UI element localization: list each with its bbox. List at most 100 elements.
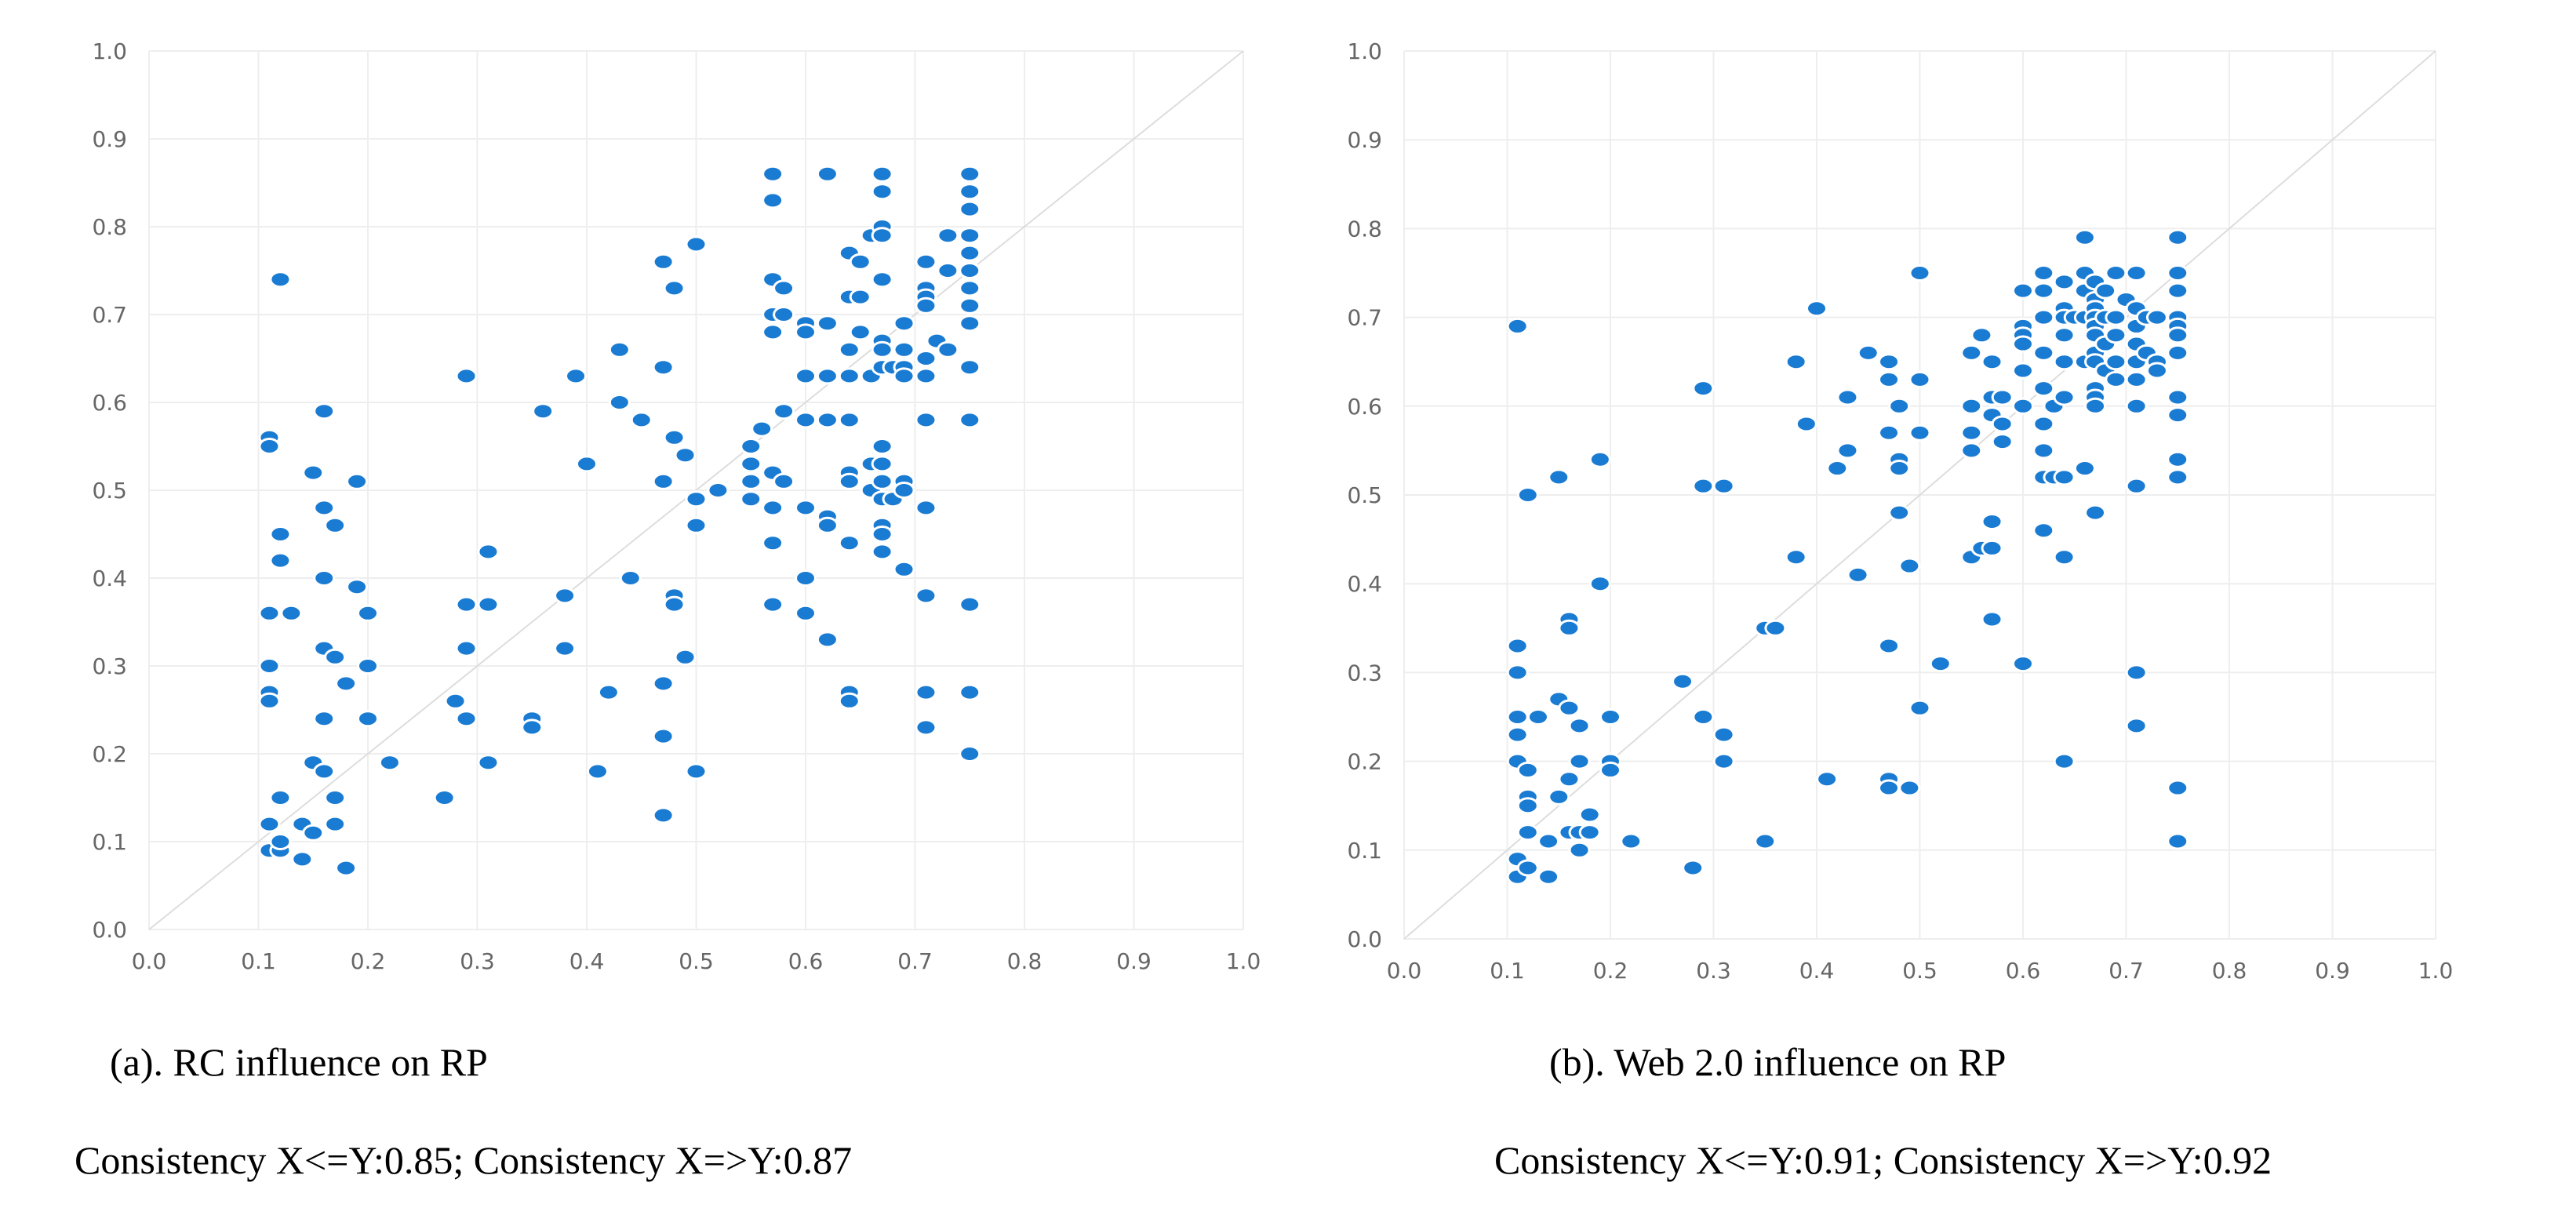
data-point: [663, 428, 686, 446]
data-point: [2125, 370, 2148, 388]
data-point: [258, 604, 281, 622]
data-point: [795, 604, 817, 622]
data-point: [685, 762, 708, 780]
data-point: [346, 472, 369, 490]
x-tick-label: 0.9: [1116, 948, 1152, 974]
reference-diagonal-line: [1403, 50, 2436, 940]
x-tick-label: 0.2: [351, 948, 386, 974]
data-point: [1548, 468, 1570, 486]
data-point: [674, 648, 697, 666]
data-point: [2125, 477, 2148, 495]
x-tick-label: 0.5: [1902, 958, 1937, 984]
data-point: [871, 543, 893, 561]
data-point: [2053, 326, 2076, 344]
data-point: [2032, 415, 2055, 433]
data-point: [269, 526, 292, 543]
data-point: [2167, 832, 2189, 850]
x-tick-label: 0.8: [1007, 948, 1042, 974]
data-point: [1599, 761, 1621, 779]
data-point: [1929, 655, 1952, 673]
data-point: [2105, 264, 2127, 282]
data-point: [1836, 388, 1859, 406]
data-point: [2053, 548, 2076, 566]
data-point: [1568, 752, 1591, 770]
data-point: [1816, 770, 1839, 788]
data-point: [959, 745, 981, 762]
x-tick-label: 1.0: [1226, 948, 1261, 974]
data-point: [455, 595, 478, 613]
x-tick-label: 0.0: [1387, 958, 1422, 984]
data-point: [433, 789, 456, 806]
data-point: [1908, 699, 1931, 717]
data-point: [1558, 619, 1581, 637]
data-point: [838, 411, 860, 429]
y-tick-label: 0.9: [1347, 127, 1382, 153]
data-point: [1682, 859, 1705, 877]
y-tick-label: 0.3: [92, 653, 127, 679]
data-point: [762, 165, 784, 183]
data-point: [816, 315, 839, 333]
data-point: [816, 516, 839, 534]
y-tick-label: 0.2: [1347, 749, 1382, 775]
data-point: [477, 543, 500, 561]
data-point: [959, 411, 981, 429]
x-tick-label: 0.4: [1799, 958, 1835, 984]
data-point: [1878, 353, 1901, 371]
x-tick-label: 0.2: [1593, 958, 1628, 984]
data-point: [2145, 308, 2168, 326]
data-point: [258, 438, 281, 455]
data-point: [685, 516, 708, 534]
data-point: [2012, 655, 2034, 673]
data-point: [1826, 460, 1849, 478]
data-point: [455, 639, 478, 657]
data-point: [849, 288, 871, 306]
data-point: [2053, 353, 2076, 371]
data-point: [1599, 708, 1621, 726]
data-point: [280, 604, 303, 622]
data-point: [2167, 282, 2189, 300]
y-tick-label: 0.6: [1347, 394, 1382, 420]
data-point: [915, 683, 937, 701]
data-point: [554, 639, 577, 657]
x-tick-label: 0.5: [679, 948, 714, 974]
data-point: [1908, 370, 1931, 388]
data-point: [1888, 460, 1911, 478]
data-point: [773, 472, 795, 490]
chart-a-title: (a). RC influence on RP: [110, 1040, 488, 1084]
data-point: [477, 754, 500, 772]
data-point: [1908, 424, 1931, 442]
chart-b-title: (b). Web 2.0 influence on RP: [1549, 1040, 2007, 1084]
data-point: [302, 464, 325, 482]
data-point: [915, 296, 937, 315]
data-point: [2094, 282, 2117, 300]
data-point: [959, 683, 981, 701]
data-point: [652, 675, 675, 693]
data-point: [762, 191, 784, 209]
data-point: [1991, 433, 2014, 451]
data-point: [795, 411, 817, 429]
x-tick-label: 0.3: [460, 948, 495, 974]
data-point: [2012, 397, 2034, 415]
data-point: [893, 315, 915, 333]
data-point: [959, 262, 981, 279]
data-point: [959, 358, 981, 377]
data-point: [2053, 273, 2076, 291]
data-point: [2167, 344, 2189, 362]
data-point: [740, 472, 762, 490]
data-point: [2125, 664, 2148, 682]
data-point: [1712, 752, 1735, 770]
data-point: [915, 350, 937, 367]
x-tick-label: 0.7: [2108, 958, 2144, 984]
data-point: [674, 446, 697, 464]
data-point: [871, 271, 893, 289]
data-point: [1516, 797, 1539, 815]
data-point: [816, 411, 839, 429]
data-point: [915, 719, 937, 737]
data-point: [773, 306, 795, 323]
data-point: [893, 482, 915, 499]
data-point: [1537, 832, 1560, 850]
data-point: [1578, 806, 1601, 824]
data-point: [1878, 370, 1901, 388]
data-point: [1712, 477, 1735, 495]
y-tick-label: 0.4: [92, 566, 127, 591]
